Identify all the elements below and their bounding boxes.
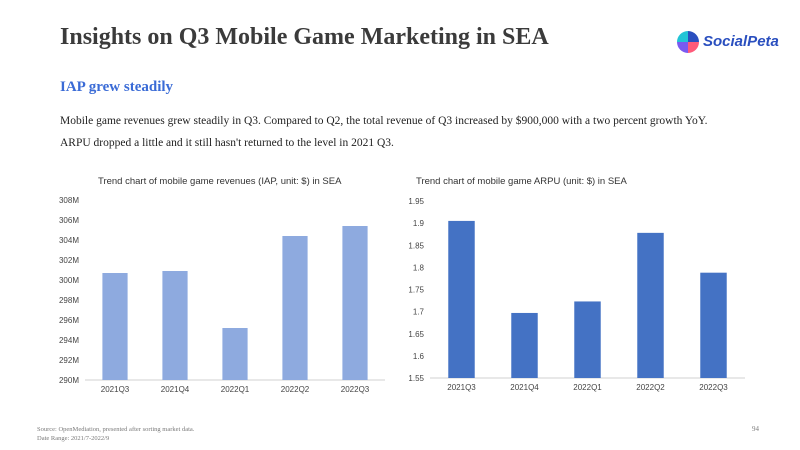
revenue-ytick-label: 300M [59, 276, 79, 285]
revenue-bar-2022Q2 [282, 236, 308, 380]
arpu-xtick-label: 2022Q2 [636, 383, 665, 392]
page-title: Insights on Q3 Mobile Game Marketing in … [60, 24, 549, 50]
arpu-ytick-label: 1.55 [408, 374, 424, 383]
arpu-ytick-label: 1.9 [413, 219, 425, 228]
revenue-bar-2022Q1 [222, 328, 248, 380]
revenue-bar-2021Q4 [162, 271, 188, 380]
summary-line-2: ARPU dropped a little and it still hasn'… [60, 137, 394, 149]
date-range-note: Date Range: 2021/7-2022/9 [37, 435, 110, 442]
arpu-ytick-label: 1.8 [413, 263, 425, 272]
revenue-ytick-label: 308M [59, 196, 79, 205]
revenue-xtick-label: 2021Q4 [161, 385, 190, 394]
revenue-bar-2021Q3 [102, 273, 128, 380]
socialpeta-logo: SocialPeta [676, 30, 786, 56]
source-note: Source: OpenMediation, presented after s… [37, 426, 195, 433]
summary-line-1: Mobile game revenues grew steadily in Q3… [60, 115, 708, 127]
arpu-xtick-label: 2022Q1 [573, 383, 602, 392]
arpu-bar-2022Q2 [637, 232, 664, 378]
revenue-xtick-label: 2022Q3 [341, 385, 370, 394]
footer-notes: Source: OpenMediation, presented after s… [37, 425, 194, 443]
arpu-ytick-label: 1.85 [408, 241, 424, 250]
arpu-title: Trend chart of mobile game ARPU (unit: $… [416, 176, 628, 187]
revenue-ytick-label: 292M [59, 356, 79, 365]
arpu-ytick-label: 1.75 [408, 286, 424, 295]
revenue-bar-2022Q3 [342, 226, 368, 380]
section-subtitle: IAP grew steadily [60, 79, 174, 95]
arpu-bar-2022Q3 [700, 272, 727, 378]
logo-text: SocialPeta [703, 33, 779, 50]
arpu-xtick-label: 2021Q3 [447, 383, 476, 392]
arpu-chart: Trend chart of mobile game ARPU (unit: $… [408, 176, 745, 392]
arpu-bar-2022Q1 [574, 301, 601, 378]
arpu-ytick-label: 1.65 [408, 330, 424, 339]
revenue-xtick-label: 2022Q1 [221, 385, 250, 394]
revenue-ytick-label: 306M [59, 216, 79, 225]
revenue-chart: Trend chart of mobile game revenues (IAP… [59, 176, 385, 394]
revenue-ytick-label: 296M [59, 316, 79, 325]
revenue-title: Trend chart of mobile game revenues (IAP… [98, 176, 342, 187]
revenue-ytick-label: 290M [59, 376, 79, 385]
arpu-bar-2021Q3 [448, 220, 475, 378]
arpu-ytick-label: 1.95 [408, 197, 424, 206]
revenue-ytick-label: 302M [59, 256, 79, 265]
revenue-xtick-label: 2022Q2 [281, 385, 310, 394]
arpu-xtick-label: 2021Q4 [510, 383, 539, 392]
arpu-xtick-label: 2022Q3 [699, 383, 728, 392]
arpu-bar-2021Q4 [511, 312, 538, 378]
arpu-ytick-label: 1.7 [413, 308, 425, 317]
revenue-ytick-label: 304M [59, 236, 79, 245]
revenue-ytick-label: 294M [59, 336, 79, 345]
revenue-xtick-label: 2021Q3 [101, 385, 130, 394]
summary-paragraph: Mobile game revenues grew steadily in Q3… [60, 110, 760, 154]
logo-mark-icon [677, 31, 699, 53]
revenue-ytick-label: 298M [59, 296, 79, 305]
arpu-ytick-label: 1.6 [413, 352, 425, 361]
page-number: 94 [752, 425, 759, 433]
